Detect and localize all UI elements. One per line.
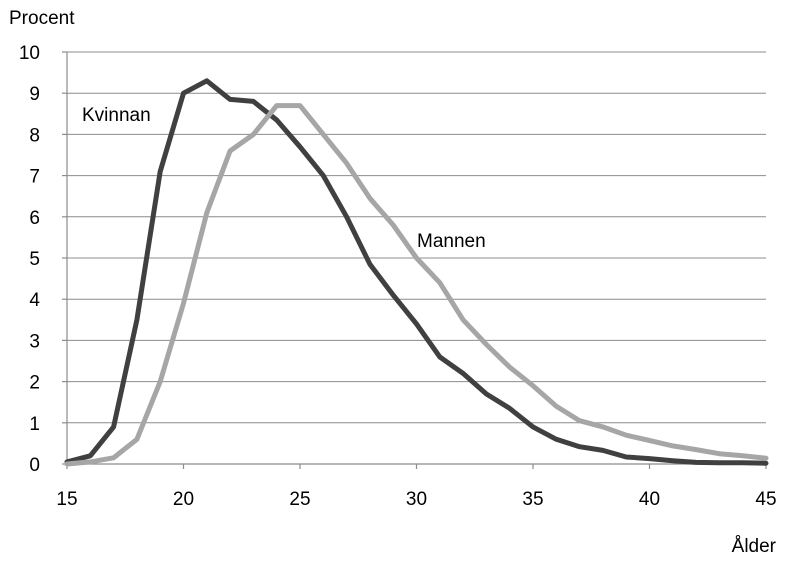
x-tick-label: 15 — [56, 489, 77, 510]
x-tick-label: 45 — [755, 489, 776, 510]
series-line-kvinnan — [64, 78, 769, 466]
y-tick-label: 0 — [29, 455, 40, 476]
x-axis-title: Ålder — [732, 536, 777, 557]
x-tick-label: 30 — [406, 489, 427, 510]
y-tick-label: 3 — [29, 331, 40, 352]
y-axis-title: Procent — [9, 8, 75, 29]
y-tick-label: 9 — [29, 84, 40, 105]
y-tick-label: 7 — [29, 167, 40, 188]
series-lines — [64, 78, 769, 467]
x-tick-label: 40 — [639, 489, 660, 510]
y-tick-label: 6 — [29, 208, 40, 229]
series-label-mannen: Mannen — [417, 231, 486, 252]
series-line-mannen — [64, 103, 769, 467]
x-tick-label: 35 — [522, 489, 543, 510]
y-tick-label: 2 — [29, 373, 40, 394]
x-tick-label: 25 — [289, 489, 310, 510]
x-tick-label: 20 — [173, 489, 194, 510]
y-tick-label: 4 — [29, 290, 40, 311]
y-tick-label: 1 — [29, 414, 40, 435]
y-tick-label: 5 — [29, 249, 40, 270]
axes — [62, 51, 767, 469]
y-tick-label: 10 — [19, 43, 40, 64]
y-tick-label: 8 — [29, 125, 40, 146]
series-label-kvinnan: Kvinnan — [82, 105, 151, 126]
